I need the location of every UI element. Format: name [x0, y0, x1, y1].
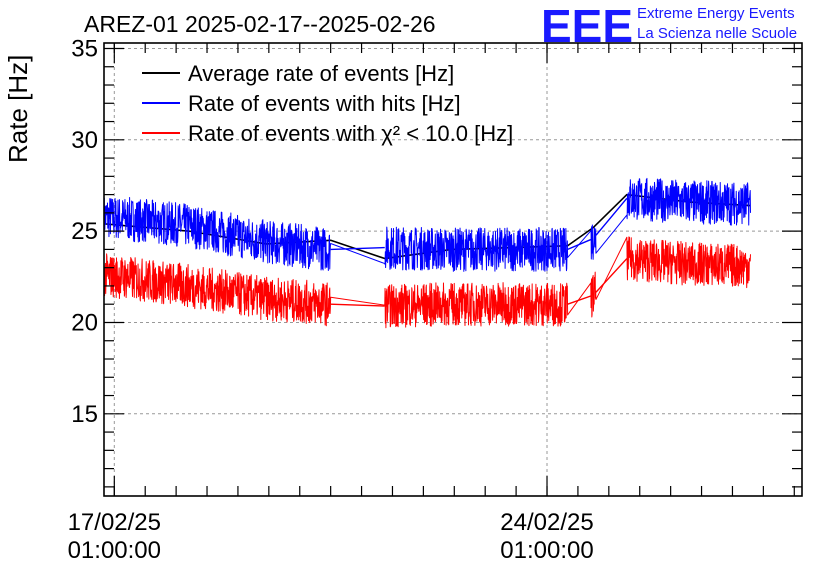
y-tick-label: 15 — [71, 401, 98, 428]
legend-label: Rate of events with χ² < 10.0 [Hz] — [188, 121, 513, 146]
y-tick-label: 30 — [71, 127, 98, 154]
y-axis-title: Rate [Hz] — [3, 55, 33, 163]
logo-line-2: La Scienza nelle Scuole — [637, 25, 797, 42]
axis-ticks — [104, 43, 802, 496]
series-line — [103, 177, 751, 272]
series-gap-bridge — [330, 303, 385, 307]
y-tick-label: 35 — [71, 35, 98, 62]
y-tick-label: 20 — [71, 309, 98, 336]
x-tick-label-date: 17/02/25 — [68, 509, 161, 536]
chart-title: AREZ-01 2025-02-17--2025-02-26 — [84, 11, 436, 37]
plot-border — [103, 42, 803, 497]
legend: Average rate of events [Hz] Rate of event… — [142, 61, 513, 146]
series-gap-bridge — [595, 258, 628, 293]
series-gap-bridge — [567, 295, 592, 305]
legend-label: Average rate of events [Hz] — [188, 61, 454, 86]
logo-line-1: Extreme Energy Events — [637, 5, 795, 22]
series-gap-bridge — [595, 197, 628, 236]
series-line — [103, 236, 751, 329]
series-gap-bridge — [330, 246, 385, 251]
series-gap-bridge — [567, 238, 592, 251]
x-tick-label-date: 24/02/25 — [500, 509, 593, 536]
series-group — [103, 177, 751, 329]
logo-mark: EEE — [541, 0, 633, 52]
x-tick-label-time: 01:00:00 — [68, 537, 161, 564]
plot-frame — [103, 42, 803, 497]
y-tick-label: 25 — [71, 218, 98, 245]
eee-logo: EEE Extreme Energy Events La Scienza nel… — [541, 0, 797, 52]
tick-labels: 152025303517/02/2501:00:0024/02/2501:00:… — [68, 35, 594, 564]
x-tick-label-time: 01:00:00 — [500, 537, 593, 564]
legend-label: Rate of events with hits [Hz] — [188, 91, 461, 116]
